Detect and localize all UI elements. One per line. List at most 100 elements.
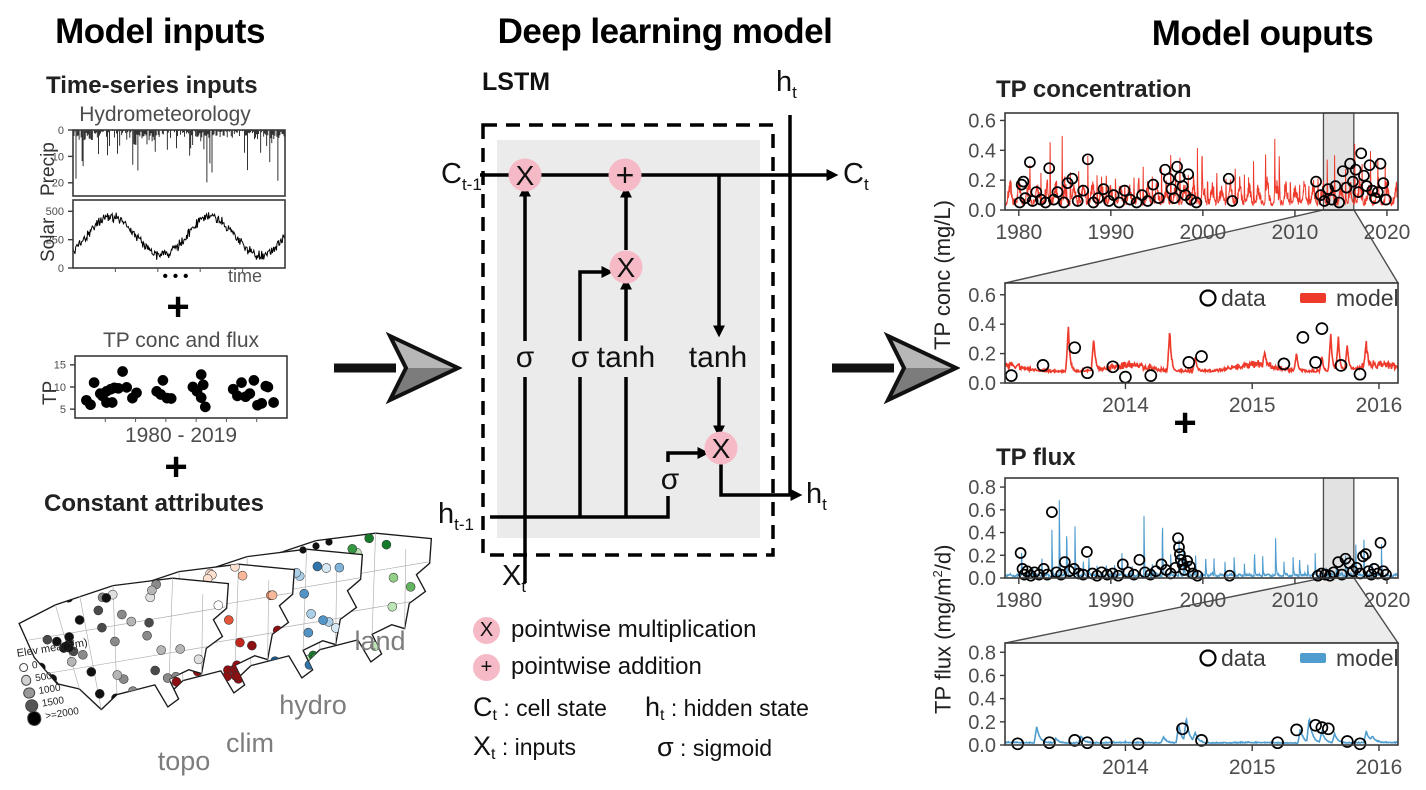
hidden-out-line (719, 464, 803, 501)
svg-text:2016: 2016 (1356, 394, 1403, 417)
svg-text:0.6: 0.6 (968, 665, 996, 687)
svg-text:0.4: 0.4 (968, 140, 996, 162)
svg-text:1980: 1980 (995, 221, 1042, 244)
map-label-hydro: hydro (279, 690, 347, 720)
tp-concentration-inset-chart: 0.0 0.2 0.4 0.6 2014 2015 2016 data model (968, 282, 1403, 417)
hidden-state-prev-label: ht-1 (438, 498, 474, 534)
lstm-dashed-border (481, 123, 775, 557)
svg-text:0.2: 0.2 (968, 712, 996, 734)
legend-multiply: X pointwise multiplication (473, 616, 756, 644)
sigma-gate-label: σ (571, 341, 590, 374)
tp-input-xlabel: 1980 - 2019 (124, 424, 238, 447)
time-axis-label: time (228, 266, 263, 286)
sigma-gate-label: σ (661, 463, 680, 496)
multiply-chip-icon: X (473, 616, 500, 644)
map-label-land: land (354, 626, 406, 656)
inputs-title: Model inputs (55, 12, 265, 51)
svg-text:0.2: 0.2 (968, 344, 996, 366)
svg-text:0.6: 0.6 (968, 285, 996, 307)
legend-defs-row-2: Xt : inputs σ : sigmoid (473, 731, 772, 764)
svg-text:2010: 2010 (1272, 221, 1319, 244)
svg-text:2014: 2014 (1102, 756, 1149, 779)
multiply-op-circle (704, 431, 738, 465)
cell-state-def: Ct : cell state (473, 692, 607, 725)
legend-add: + pointwise addition (473, 653, 702, 681)
svg-text:250: 250 (46, 235, 64, 247)
outputs-title: Model ouputs (1151, 14, 1374, 53)
input-xt-label: Xt (502, 560, 527, 596)
multiply-op-circle (508, 158, 542, 192)
tp-axis-label: TP (40, 380, 61, 405)
tanh-gate-label: tanh (689, 341, 747, 374)
elevation-dot-icon (20, 674, 33, 687)
elevation-legend-items: 0 500 1000 1500 >=2000 (18, 651, 99, 727)
svg-text:0: 0 (58, 126, 64, 137)
elevation-item-label: 0 (31, 659, 39, 672)
hydrometeorology-title: Hydrometeorology (79, 103, 251, 126)
flow-arrow-icon (832, 331, 960, 405)
svg-text:data: data (1221, 645, 1266, 671)
svg-text:0.4: 0.4 (968, 523, 996, 545)
input-gate-line-upper (578, 266, 614, 341)
ellipsis-dots: ••• (162, 268, 194, 285)
svg-text:0.8: 0.8 (968, 642, 996, 664)
precip-chart: 0 10 20 (52, 126, 286, 197)
legend-defs-row-1: Ct : cell state ht : hidden state (473, 692, 809, 725)
elevation-dot-icon (18, 662, 29, 673)
tp-input-chart: 15 10 5 (54, 355, 288, 422)
svg-text:0.8: 0.8 (968, 477, 996, 499)
tp-input-title: TP conc and flux (102, 329, 260, 352)
elevation-dot-icon (26, 710, 43, 727)
svg-text:15: 15 (54, 360, 66, 372)
add-symbol: + (616, 157, 635, 193)
svg-text:data: data (1221, 285, 1266, 311)
svg-text:0.0: 0.0 (968, 735, 996, 757)
add-op-circle (608, 158, 642, 192)
svg-text:0.2: 0.2 (968, 545, 996, 567)
svg-text:1990: 1990 (1087, 589, 1134, 612)
svg-text:0.2: 0.2 (968, 170, 996, 192)
svg-text:0.4: 0.4 (968, 689, 996, 711)
flux-heading: TP flux (996, 444, 1076, 471)
map-label-topo: topo (157, 746, 211, 776)
outputs-plus-sign: + (1173, 401, 1197, 445)
elevation-legend: Elev mean (m) 0 500 1000 1500 >=2000 (16, 637, 99, 727)
solar-chart: 500 250 0 (46, 199, 286, 275)
add-chip-icon: + (473, 653, 500, 681)
svg-text:5: 5 (60, 404, 66, 416)
us-attribute-maps (18, 532, 433, 711)
tanh-gate-label: tanh (597, 341, 655, 374)
inputs-def: Xt : inputs (473, 731, 577, 764)
svg-text:0.0: 0.0 (968, 200, 996, 222)
svg-text:model: model (1336, 645, 1399, 671)
svg-text:0.6: 0.6 (968, 110, 996, 132)
hidden-state-top-label: ht (776, 66, 797, 102)
svg-text:2014: 2014 (1102, 394, 1149, 417)
svg-text:1990: 1990 (1087, 221, 1134, 244)
svg-text:0.0: 0.0 (968, 568, 996, 590)
svg-text:1980: 1980 (995, 589, 1042, 612)
svg-text:20: 20 (52, 178, 64, 190)
svg-text:500: 500 (46, 206, 64, 218)
output-gate-elbow (666, 447, 710, 462)
tp-flux-chart: 0.00.20.40.60.8 1980 1990 2000 2010 2020 (968, 477, 1411, 612)
svg-text:2020: 2020 (1364, 589, 1411, 612)
svg-text:0: 0 (58, 263, 64, 275)
sigmoid-def: σ : sigmoid (657, 732, 773, 763)
flow-arrow-icon (334, 331, 462, 405)
hidden-state-out-label: ht (806, 478, 827, 514)
lstm-cell-background (497, 140, 760, 538)
sigma-gate-label: σ (516, 341, 535, 374)
map-label-clim: clim (226, 728, 274, 758)
svg-text:0.0: 0.0 (968, 373, 996, 395)
precip-axis-label: Precip (38, 142, 59, 196)
lstm-diagram: X + X X σ σ tanh tanh σ (480, 115, 839, 583)
plus-sign-1: + (166, 285, 190, 329)
lstm-label: LSTM (482, 68, 551, 96)
multiply-symbol: X (516, 160, 535, 191)
svg-text:10: 10 (54, 382, 66, 394)
tp-concentration-chart: 0.0 0.2 0.4 0.6 1980 1990 2000 2010 2020 (968, 110, 1410, 244)
cell-state-prev-label: Ct-1 (441, 158, 482, 194)
svg-text:2000: 2000 (1180, 221, 1227, 244)
